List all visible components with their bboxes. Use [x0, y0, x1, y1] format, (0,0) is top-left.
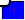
Legend: Real Measured Data at 38 GHz for LOS Scenario and V-V Polarization, Free Space P: Real Measured Data at 38 GHz for LOS Sce…	[0, 0, 10, 6]
